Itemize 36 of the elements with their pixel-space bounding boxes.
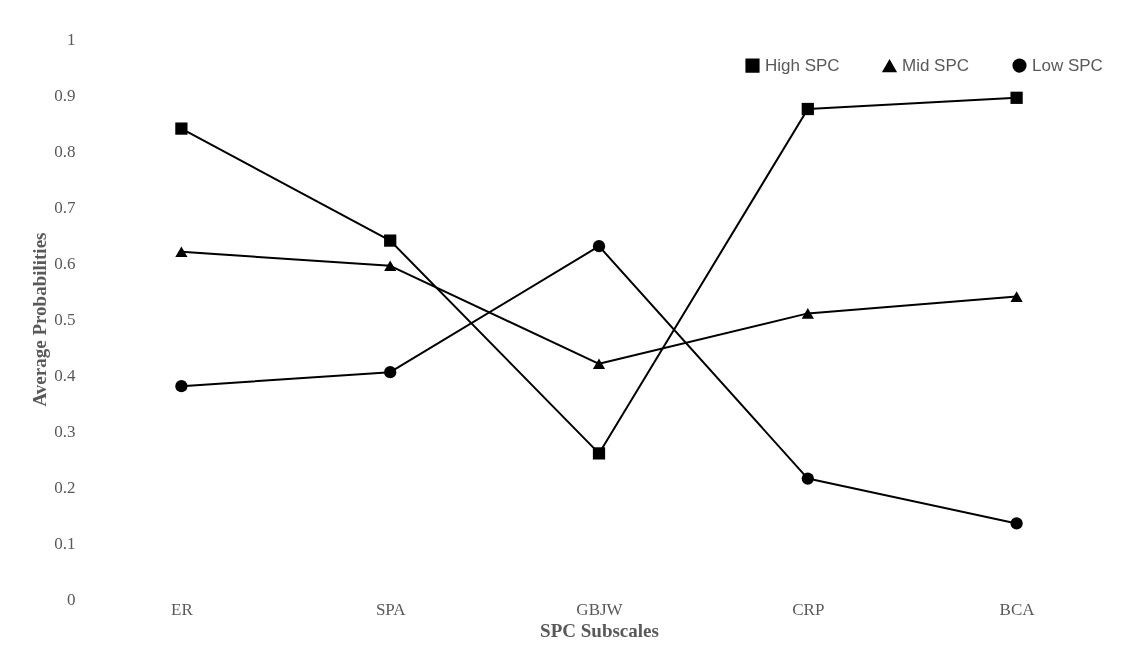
y-tick-label: 0.3 [54,421,76,441]
point [1010,291,1023,302]
point [175,122,188,135]
point [1010,91,1023,104]
point [384,234,397,247]
y-tick-label: 0.7 [54,197,76,217]
x-tick-label: BCA [999,599,1036,619]
point [1010,517,1023,530]
y-tick-label: 0.8 [54,141,76,161]
point [384,260,397,272]
x-axis-title: SPC Subscales [540,619,659,641]
y-tick-label: 0.1 [54,533,76,553]
legend-label: Mid SPC [902,56,970,76]
point [592,240,606,253]
x-tick-label: ER [171,599,194,619]
y-tick-label: 0.6 [54,253,76,273]
x-tick-label: SPA [375,599,407,619]
point [384,366,397,379]
point [801,102,814,116]
point [175,246,188,258]
legend-label: Low SPC [1032,55,1103,75]
y-tick-label: 0.4 [54,365,76,385]
y-tick-label: 1 [67,29,76,49]
legend-label: High SPC [765,55,840,75]
point [592,358,606,370]
y-tick-label: 0.9 [54,85,76,105]
y-tick-label: 0.5 [54,309,76,329]
y-tick-label: 0.2 [54,477,76,497]
x-tick-label: CRP [792,599,825,619]
y-axis-title: Average Probabilities [29,232,51,407]
y-tick-label: 0 [67,589,76,609]
point [175,380,188,393]
point [592,447,606,460]
point [801,308,814,319]
point [801,472,814,485]
x-tick-label: GBJW [576,599,624,619]
